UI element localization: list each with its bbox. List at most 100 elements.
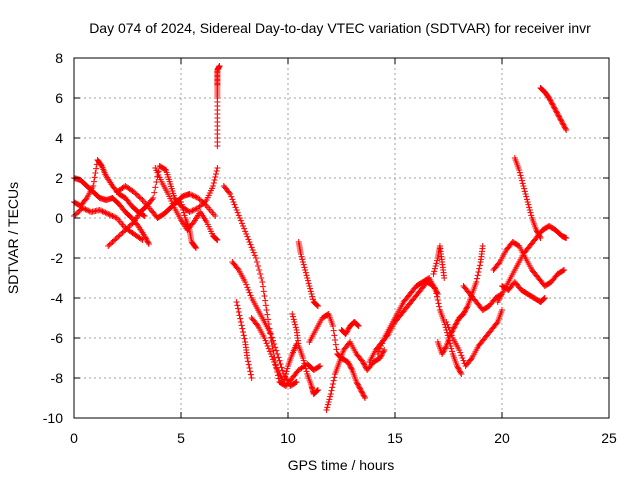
data-point [233,299,240,305]
data-point [562,125,569,132]
data-point [536,233,543,240]
data-point [302,363,309,369]
data-point [119,229,126,236]
series-track-w [490,239,568,289]
data-point [559,267,566,274]
data-point [237,217,244,224]
data-point [259,279,266,285]
data-point [195,205,202,211]
data-point [278,364,285,371]
data-point [272,344,279,351]
data-point [240,329,247,335]
series-track-p [338,319,362,337]
data-point [326,396,333,403]
data-point [299,259,306,265]
data-point [82,206,89,213]
data-point [533,227,540,233]
plot-frame [73,57,610,419]
data-point [441,345,448,352]
data-point [441,275,448,281]
data-point [456,367,463,373]
data-point [379,349,386,356]
data-point [475,269,482,275]
data-point [556,115,563,121]
data-point [302,267,309,273]
data-point [344,328,351,335]
data-point [454,364,461,371]
data-point [354,380,361,387]
data-point [329,323,336,329]
data-point [467,356,474,363]
y-axis-tick-labels: -10 -8 -6 -4 -2 0 2 4 6 8 [43,50,63,426]
data-point [299,256,306,263]
data-point [546,95,553,101]
data-point [375,348,382,355]
data-point [150,195,157,201]
data-point [247,368,254,375]
data-point [547,97,554,104]
data-point [300,261,307,268]
data-point [462,307,469,313]
data-point [495,260,502,267]
data-point [324,404,331,411]
data-point [521,185,528,192]
data-point [474,272,481,279]
data-point [374,351,381,357]
data-point [237,319,244,325]
data-point [291,319,298,325]
data-point [141,233,148,239]
data-point [300,357,307,364]
data-point [118,231,125,237]
data-point [354,322,361,329]
data-point [563,235,570,241]
data-point [272,361,279,368]
data-point [265,316,272,323]
data-point [439,351,446,357]
data-point [212,213,219,219]
data-point [192,206,199,213]
data-point [244,355,251,361]
x-tick-label: 10 [280,430,296,446]
data-point [316,363,323,370]
data-point [161,166,168,173]
data-point [242,279,249,285]
data-point [145,241,152,247]
data-point [231,201,238,208]
data-point [103,210,110,217]
data-point [260,283,267,290]
data-point [304,275,311,281]
data-point [526,204,533,211]
data-point [258,275,265,281]
data-point [85,207,92,214]
data-point [239,325,246,332]
x-tick-label: 25 [601,430,617,446]
data-point [444,321,451,328]
data-point [262,297,269,304]
y-tick-label: -6 [51,330,64,346]
data-point [240,223,247,229]
data-point [460,357,467,364]
data-point [267,351,274,357]
data-point [359,359,366,365]
data-point [519,180,526,187]
data-point [192,193,199,200]
data-point [445,324,452,331]
x-axis-title: GPS time / hours [288,457,395,473]
data-point [237,315,244,322]
data-point [248,375,255,381]
data-point [431,265,438,272]
y-tick-label: -4 [51,290,64,306]
data-point [187,208,194,215]
data-point [196,196,203,203]
data-point [187,191,194,198]
data-point [149,196,156,203]
data-point [553,108,560,115]
data-point [214,237,221,243]
data-point [309,296,316,303]
data-point [245,287,252,293]
data-point [551,105,558,112]
data-point [186,209,193,215]
data-point [289,313,296,320]
data-point [450,325,457,332]
data-point [314,387,321,393]
